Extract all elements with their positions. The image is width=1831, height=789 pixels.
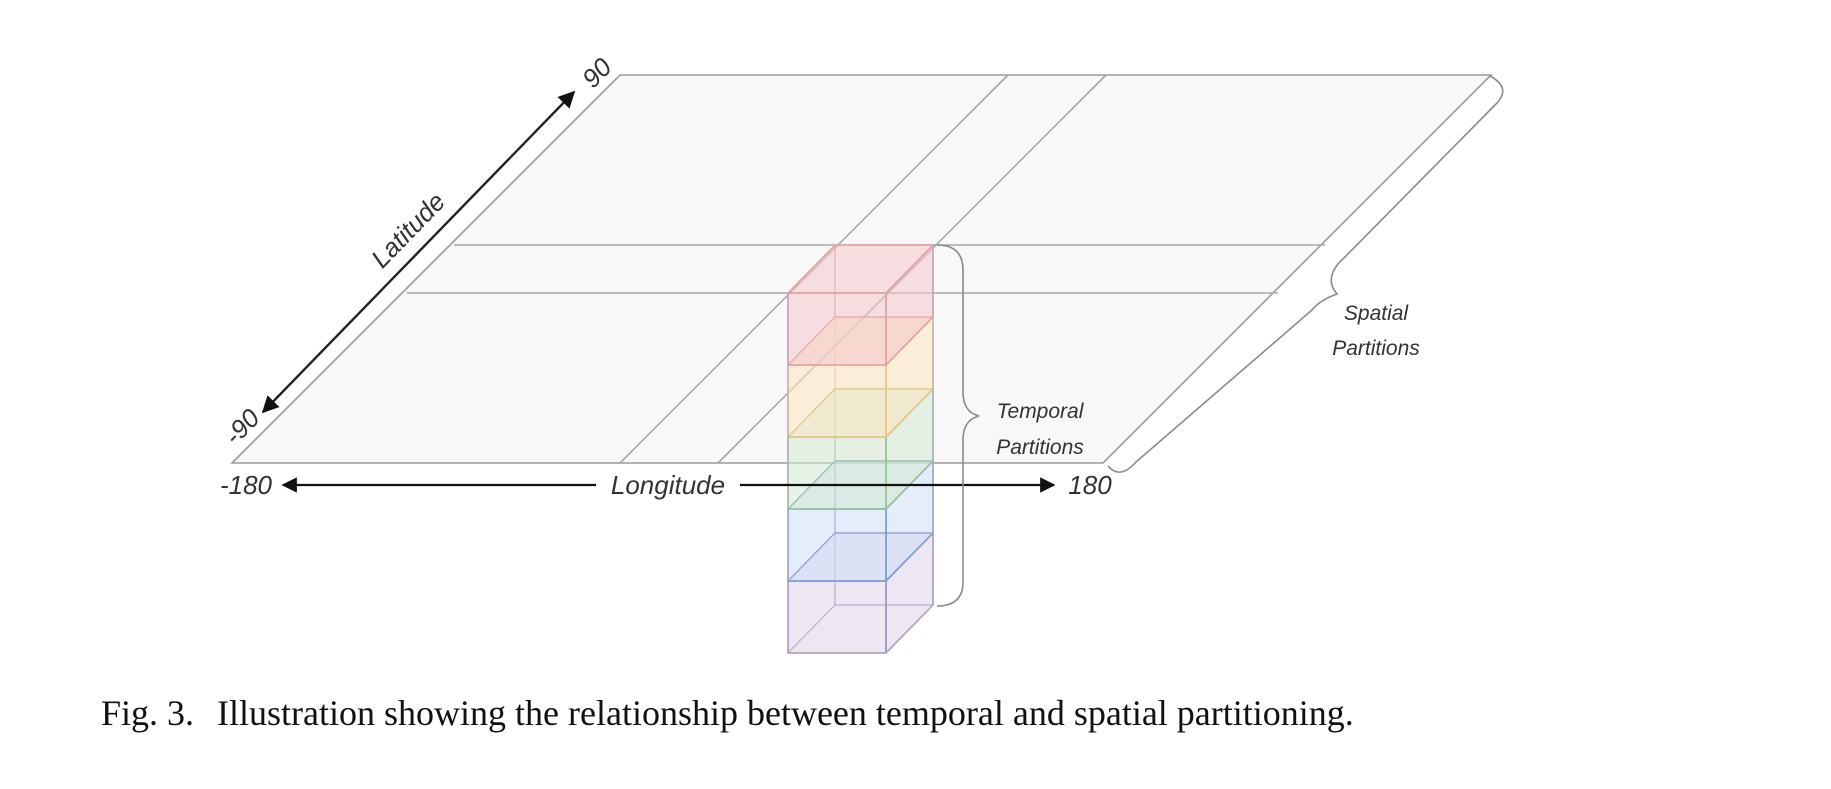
temporal-brace-label-line1: Temporal — [997, 400, 1085, 423]
figure-caption: Fig. 3. Illustration showing the relatio… — [101, 692, 1354, 734]
longitude-label: Longitude — [611, 470, 725, 500]
temporal-brace-label-line2: Partitions — [996, 436, 1084, 459]
figure-number: Fig. 3. — [101, 693, 195, 733]
longitude-min-label: -180 — [220, 470, 273, 500]
temporal-partition-stack — [787, 244, 934, 654]
spatial-brace — [1107, 75, 1504, 473]
latitude-axis — [261, 90, 576, 414]
spatial-brace-label-line2: Partitions — [1332, 337, 1420, 360]
temporal-brace — [936, 244, 980, 607]
spatial-brace-label-line1: Spatial — [1344, 302, 1410, 325]
longitude-max-label: 180 — [1068, 470, 1112, 500]
cube-pink — [787, 244, 934, 366]
caption-text: Illustration showing the relationship be… — [217, 693, 1354, 733]
